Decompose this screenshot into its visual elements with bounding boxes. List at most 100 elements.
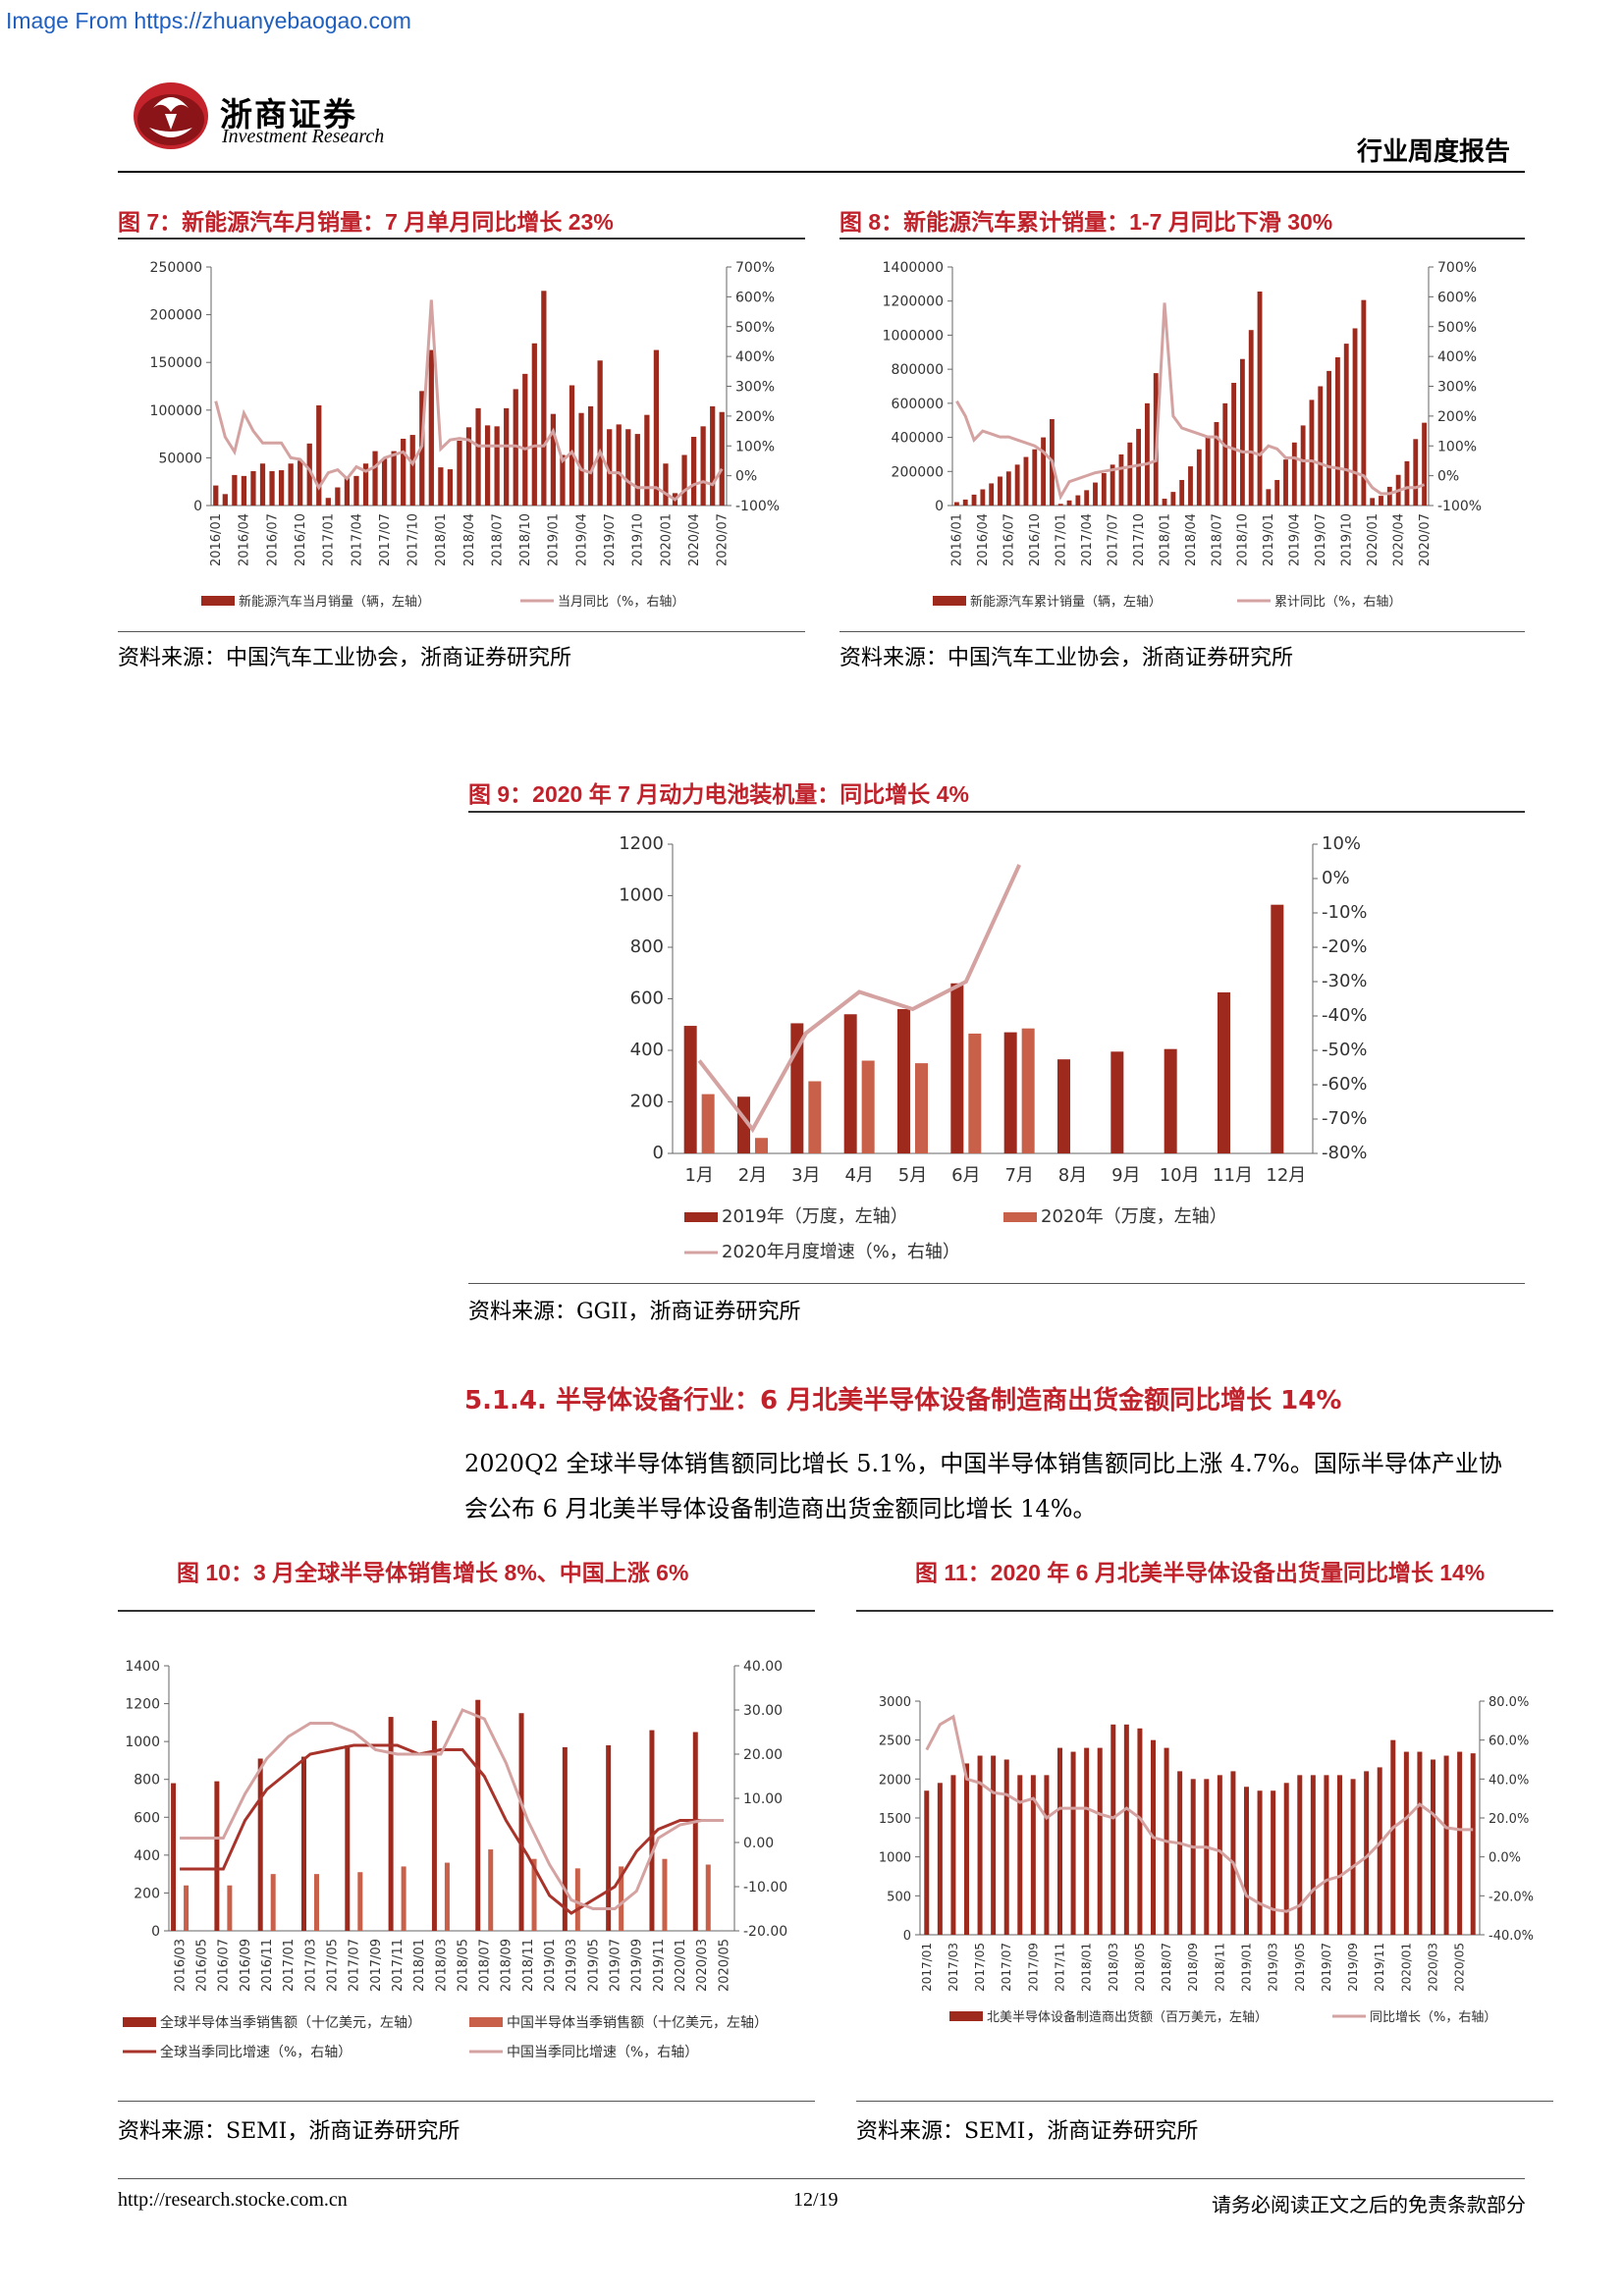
fig11-left-tick-label: 2500 xyxy=(879,1735,911,1749)
fig11-x-tick-label: 2018/09 xyxy=(1186,1943,1200,1992)
fig7-bar-1 xyxy=(710,405,716,506)
fig7-x-tick-label: 2016/10 xyxy=(294,513,308,566)
fig7-bar-1 xyxy=(325,498,331,506)
fig7-right-tick-label: 0% xyxy=(735,469,757,485)
fig11-x-tick-label: 2018/11 xyxy=(1213,1943,1226,1992)
fig11-bar-1 xyxy=(1350,1779,1356,1935)
fig10-bar-1 xyxy=(214,1781,220,1931)
fig8-x-tick-label: 2016/01 xyxy=(950,513,965,566)
fig10-top-rule xyxy=(118,1610,815,1612)
fig10-bar-1 xyxy=(257,1758,263,1931)
fig9-bar-1 xyxy=(1003,1032,1017,1153)
fig10-title: 图 10：3 月全球半导体销售增长 8%、中国上涨 6% xyxy=(177,1560,689,1585)
fig8-bar-1 xyxy=(1370,498,1376,506)
fig10-bar-2 xyxy=(531,1858,537,1931)
fig10-x-tick-label: 2020/05 xyxy=(717,1939,731,1992)
fig7-bar-1 xyxy=(278,470,285,506)
fig8-bar-1 xyxy=(1066,500,1072,506)
fig11-bar-1 xyxy=(964,1763,969,1935)
fig9-x-tick-label: 1月 xyxy=(684,1165,713,1186)
fig10-chart: 1400 1200 1000 800 600 400 200 0 40.00 30.00 20.00… xyxy=(123,1659,787,2060)
fig7-bar-1 xyxy=(288,463,294,506)
fig7-bar-1 xyxy=(560,454,566,506)
fig8-bar-1 xyxy=(1041,437,1047,506)
fig11-bar-1 xyxy=(1230,1771,1236,1935)
fig9-x-tick-label: 3月 xyxy=(791,1165,820,1186)
fig7-left-tick-label: 150000 xyxy=(150,355,202,371)
fig9-x-tick-label: 9月 xyxy=(1111,1165,1140,1186)
fig8-x-tick-label: 2019/10 xyxy=(1340,513,1355,566)
fig7-bar-1 xyxy=(578,412,584,506)
company-name-en: Investment Research xyxy=(222,126,385,147)
fig11-x-tick-label: 2017/07 xyxy=(1000,1943,1013,1992)
fig8-bar-1 xyxy=(1110,464,1115,506)
fig10-x-tick-label: 2016/03 xyxy=(173,1939,188,1992)
fig7-bar-1 xyxy=(241,475,247,506)
fig9-bar-2 xyxy=(808,1081,822,1153)
fig10-right-tick-label: -10.00 xyxy=(743,1880,787,1896)
fig8-left-tick-label: 0 xyxy=(935,499,944,514)
fig7-x-tick-label: 2016/04 xyxy=(238,513,252,566)
fig7-left-tick-label: 100000 xyxy=(150,403,202,419)
fig8-bar-1 xyxy=(1274,479,1280,506)
fig7-top-rule xyxy=(118,238,805,240)
fig11-right-tick-label: -40.0% xyxy=(1489,1929,1534,1944)
fig10-bar-2 xyxy=(357,1872,363,1931)
fig8-bar-1 xyxy=(1101,473,1107,506)
header-divider xyxy=(118,171,1525,173)
fig8-bar-1 xyxy=(1144,402,1150,506)
fig9-legend-label: 2020年月度增速（%，右轴） xyxy=(722,1242,960,1262)
fig10-x-tick-label: 2018/11 xyxy=(521,1939,536,1992)
fig8-right-tick-label: 700% xyxy=(1437,260,1477,276)
page-number: 12/19 xyxy=(793,2189,839,2211)
fig10-left-tick-label: 600 xyxy=(134,1810,160,1826)
fig8-bar-1 xyxy=(1283,459,1288,506)
fig8-bar-1 xyxy=(989,483,995,506)
fig7-bar-1 xyxy=(625,429,631,506)
fig7-bar-1 xyxy=(568,385,575,506)
fig8-bar-1 xyxy=(1188,466,1193,506)
fig10-x-tick-label: 2020/01 xyxy=(674,1939,688,1992)
company-logo-icon xyxy=(132,79,210,152)
fig8-bar-1 xyxy=(1300,425,1306,506)
fig11-right-tick-label: 60.0% xyxy=(1489,1735,1529,1749)
fig11-x-tick-label: 2018/07 xyxy=(1160,1943,1173,1992)
fig7-x-tick-label: 2020/07 xyxy=(716,513,731,566)
fig7-x-tick-label: 2016/01 xyxy=(209,513,224,566)
fig7-bottom-rule xyxy=(118,631,805,632)
fig11-right-tick-label: 0.0% xyxy=(1489,1851,1521,1866)
fig9-bar-1 xyxy=(683,1026,697,1153)
fig8-right-tick-label: 400% xyxy=(1437,349,1477,365)
fig8-legend-label: 新能源汽车累计销量（辆，左轴） xyxy=(970,594,1162,610)
fig8-bar-1 xyxy=(1162,499,1167,506)
fig7-left-tick-label: 200000 xyxy=(150,308,202,324)
fig8-bar-1 xyxy=(1014,464,1020,506)
fig9-bar-2 xyxy=(1021,1028,1035,1153)
fig7-right-tick-label: 300% xyxy=(735,380,775,396)
fig9-right-tick-label: -40% xyxy=(1322,1005,1368,1026)
footer-url-link[interactable]: http://research.stocke.com.cn xyxy=(118,2189,348,2211)
fig10-x-tick-label: 2018/01 xyxy=(412,1939,427,1992)
fig11-bar-1 xyxy=(1457,1751,1463,1935)
fig11-x-tick-label: 2017/01 xyxy=(920,1943,934,1992)
fig8-right-tick-label: 500% xyxy=(1437,320,1477,336)
fig9-x-tick-label: 4月 xyxy=(844,1165,873,1186)
fig7-left-tick-label: 250000 xyxy=(150,260,202,276)
fig8-x-tick-label: 2020/07 xyxy=(1418,513,1433,566)
fig10-left-tick-label: 1000 xyxy=(125,1735,160,1750)
fig7-bar-1 xyxy=(381,458,388,506)
fig7-bar-1 xyxy=(438,467,444,506)
fig7-bar-1 xyxy=(401,438,406,506)
fig8-x-tick-label: 2020/04 xyxy=(1391,513,1406,566)
fig9-bar-1 xyxy=(843,1014,857,1153)
fig10-bar-1 xyxy=(301,1756,306,1931)
fig11-bar-1 xyxy=(1244,1787,1249,1935)
fig10-x-tick-label: 2017/11 xyxy=(391,1939,406,1992)
fig10-bar-2 xyxy=(184,1885,189,1931)
fig10-bar-1 xyxy=(562,1746,568,1931)
fig11-x-tick-label: 2017/03 xyxy=(947,1943,960,1992)
fig7-legend-label: 新能源汽车当月销量（辆，左轴） xyxy=(239,594,430,610)
watermark-text: Image From https://zhuanyebaogao.com xyxy=(6,8,411,33)
fig11-bar-1 xyxy=(1297,1775,1303,1935)
fig9-legend-label: 2019年（万度，左轴） xyxy=(722,1206,908,1227)
